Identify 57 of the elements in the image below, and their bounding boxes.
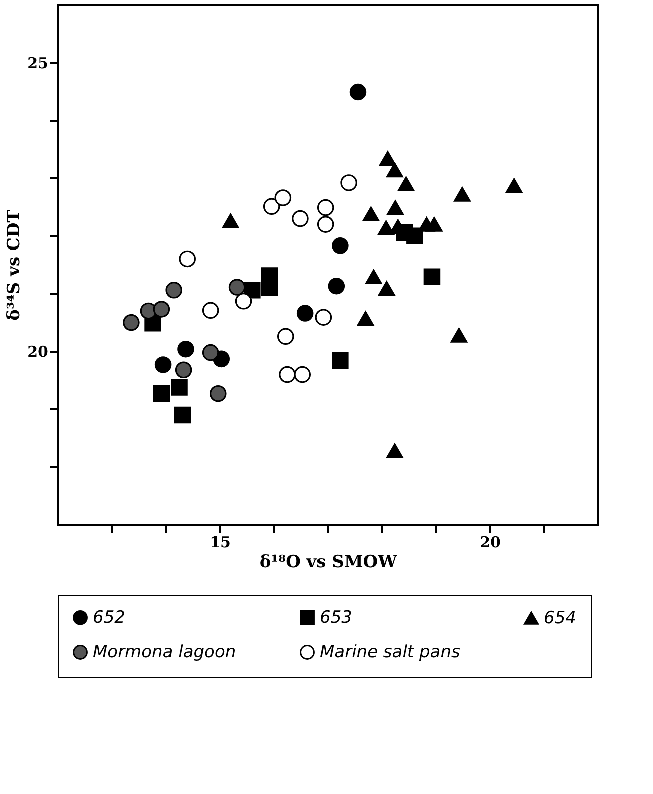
y-axis-title: δ³⁴S vs CDT [4, 210, 25, 321]
point [424, 268, 441, 286]
point [294, 366, 312, 384]
point [328, 278, 346, 295]
point [153, 301, 170, 318]
legend-label: Mormona lagoon [93, 642, 236, 662]
point [178, 340, 194, 358]
legend-label: 653 [320, 608, 352, 628]
point [332, 238, 349, 254]
point [386, 444, 404, 458]
point [279, 366, 296, 384]
point [274, 190, 292, 206]
point [450, 328, 468, 343]
point [154, 356, 172, 374]
point [202, 344, 220, 362]
point [292, 210, 309, 228]
point [317, 199, 334, 216]
point [175, 362, 192, 379]
point [340, 174, 358, 192]
point [263, 198, 280, 216]
point [222, 214, 240, 228]
point [296, 305, 314, 322]
point [261, 280, 278, 296]
point [386, 162, 404, 178]
point [332, 352, 349, 370]
point [210, 385, 227, 402]
legend-label: 652 [93, 608, 126, 628]
point [378, 281, 396, 296]
point [179, 250, 196, 268]
point [454, 187, 471, 202]
legend-label: Marine salt pans [320, 642, 460, 662]
point [398, 176, 415, 192]
point [406, 228, 424, 244]
point [315, 309, 332, 326]
point [228, 279, 246, 296]
point [380, 151, 396, 166]
point [362, 206, 380, 222]
point [174, 406, 192, 424]
point [202, 302, 220, 320]
y-tick-label: 25 [28, 54, 48, 72]
point [277, 328, 294, 346]
point [235, 293, 252, 310]
point [153, 385, 170, 402]
x-tick-label: 15 [210, 534, 231, 552]
legend-label: 654 [544, 608, 576, 628]
point [366, 270, 382, 284]
point [171, 379, 188, 396]
point [357, 311, 374, 326]
point [166, 282, 182, 299]
point [387, 200, 404, 216]
point [123, 314, 140, 332]
point [317, 216, 334, 233]
x-axis-title: δ¹⁸O vs SMOW [260, 552, 398, 572]
point [426, 217, 443, 232]
point [506, 178, 523, 194]
point [350, 84, 367, 101]
point [378, 220, 395, 236]
